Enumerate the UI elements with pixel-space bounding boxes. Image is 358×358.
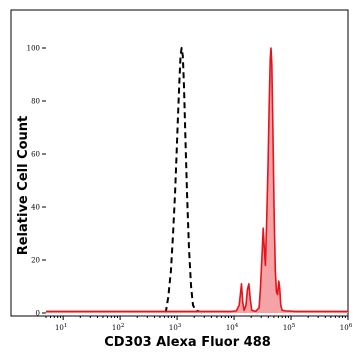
y-tick-label: 20 (31, 257, 40, 265)
series-layer (46, 47, 348, 314)
x-tick-exponent: 5 (292, 323, 296, 329)
x-tick-base: 10 (112, 324, 121, 332)
x-tick-label: 106 (340, 323, 353, 332)
x-tick-label: 103 (169, 323, 182, 332)
y-tick-label: 80 (31, 98, 40, 106)
x-tick-exponent: 4 (235, 323, 239, 329)
x-tick-exponent: 1 (64, 323, 68, 329)
x-tick-exponent: 3 (178, 323, 182, 329)
x-tick-exponent: 6 (349, 323, 353, 329)
plot-frame (10, 9, 349, 317)
x-axis-title: CD303 Alexa Fluor 488 (104, 335, 271, 350)
x-tick-label: 101 (55, 323, 67, 332)
y-tick-label: 0 (36, 310, 40, 318)
series-1-line (46, 47, 348, 313)
x-tick-label: 105 (283, 323, 296, 332)
x-tick-base: 10 (226, 324, 235, 332)
x-tick-base: 10 (340, 324, 349, 332)
series-0-line (164, 47, 205, 314)
series-1-area (46, 48, 348, 313)
x-tick-exponent: 2 (121, 323, 125, 329)
x-tick-label: 104 (226, 323, 239, 332)
x-tick-base: 10 (283, 324, 292, 332)
x-tick-label: 102 (112, 323, 124, 332)
y-axis-title: Relative Cell Count (16, 116, 31, 256)
y-tick-label: 60 (31, 151, 40, 159)
x-tick-base: 10 (55, 324, 64, 332)
x-tick-base: 10 (169, 324, 178, 332)
y-tick-label: 100 (27, 45, 40, 53)
y-tick-label: 40 (31, 204, 40, 212)
